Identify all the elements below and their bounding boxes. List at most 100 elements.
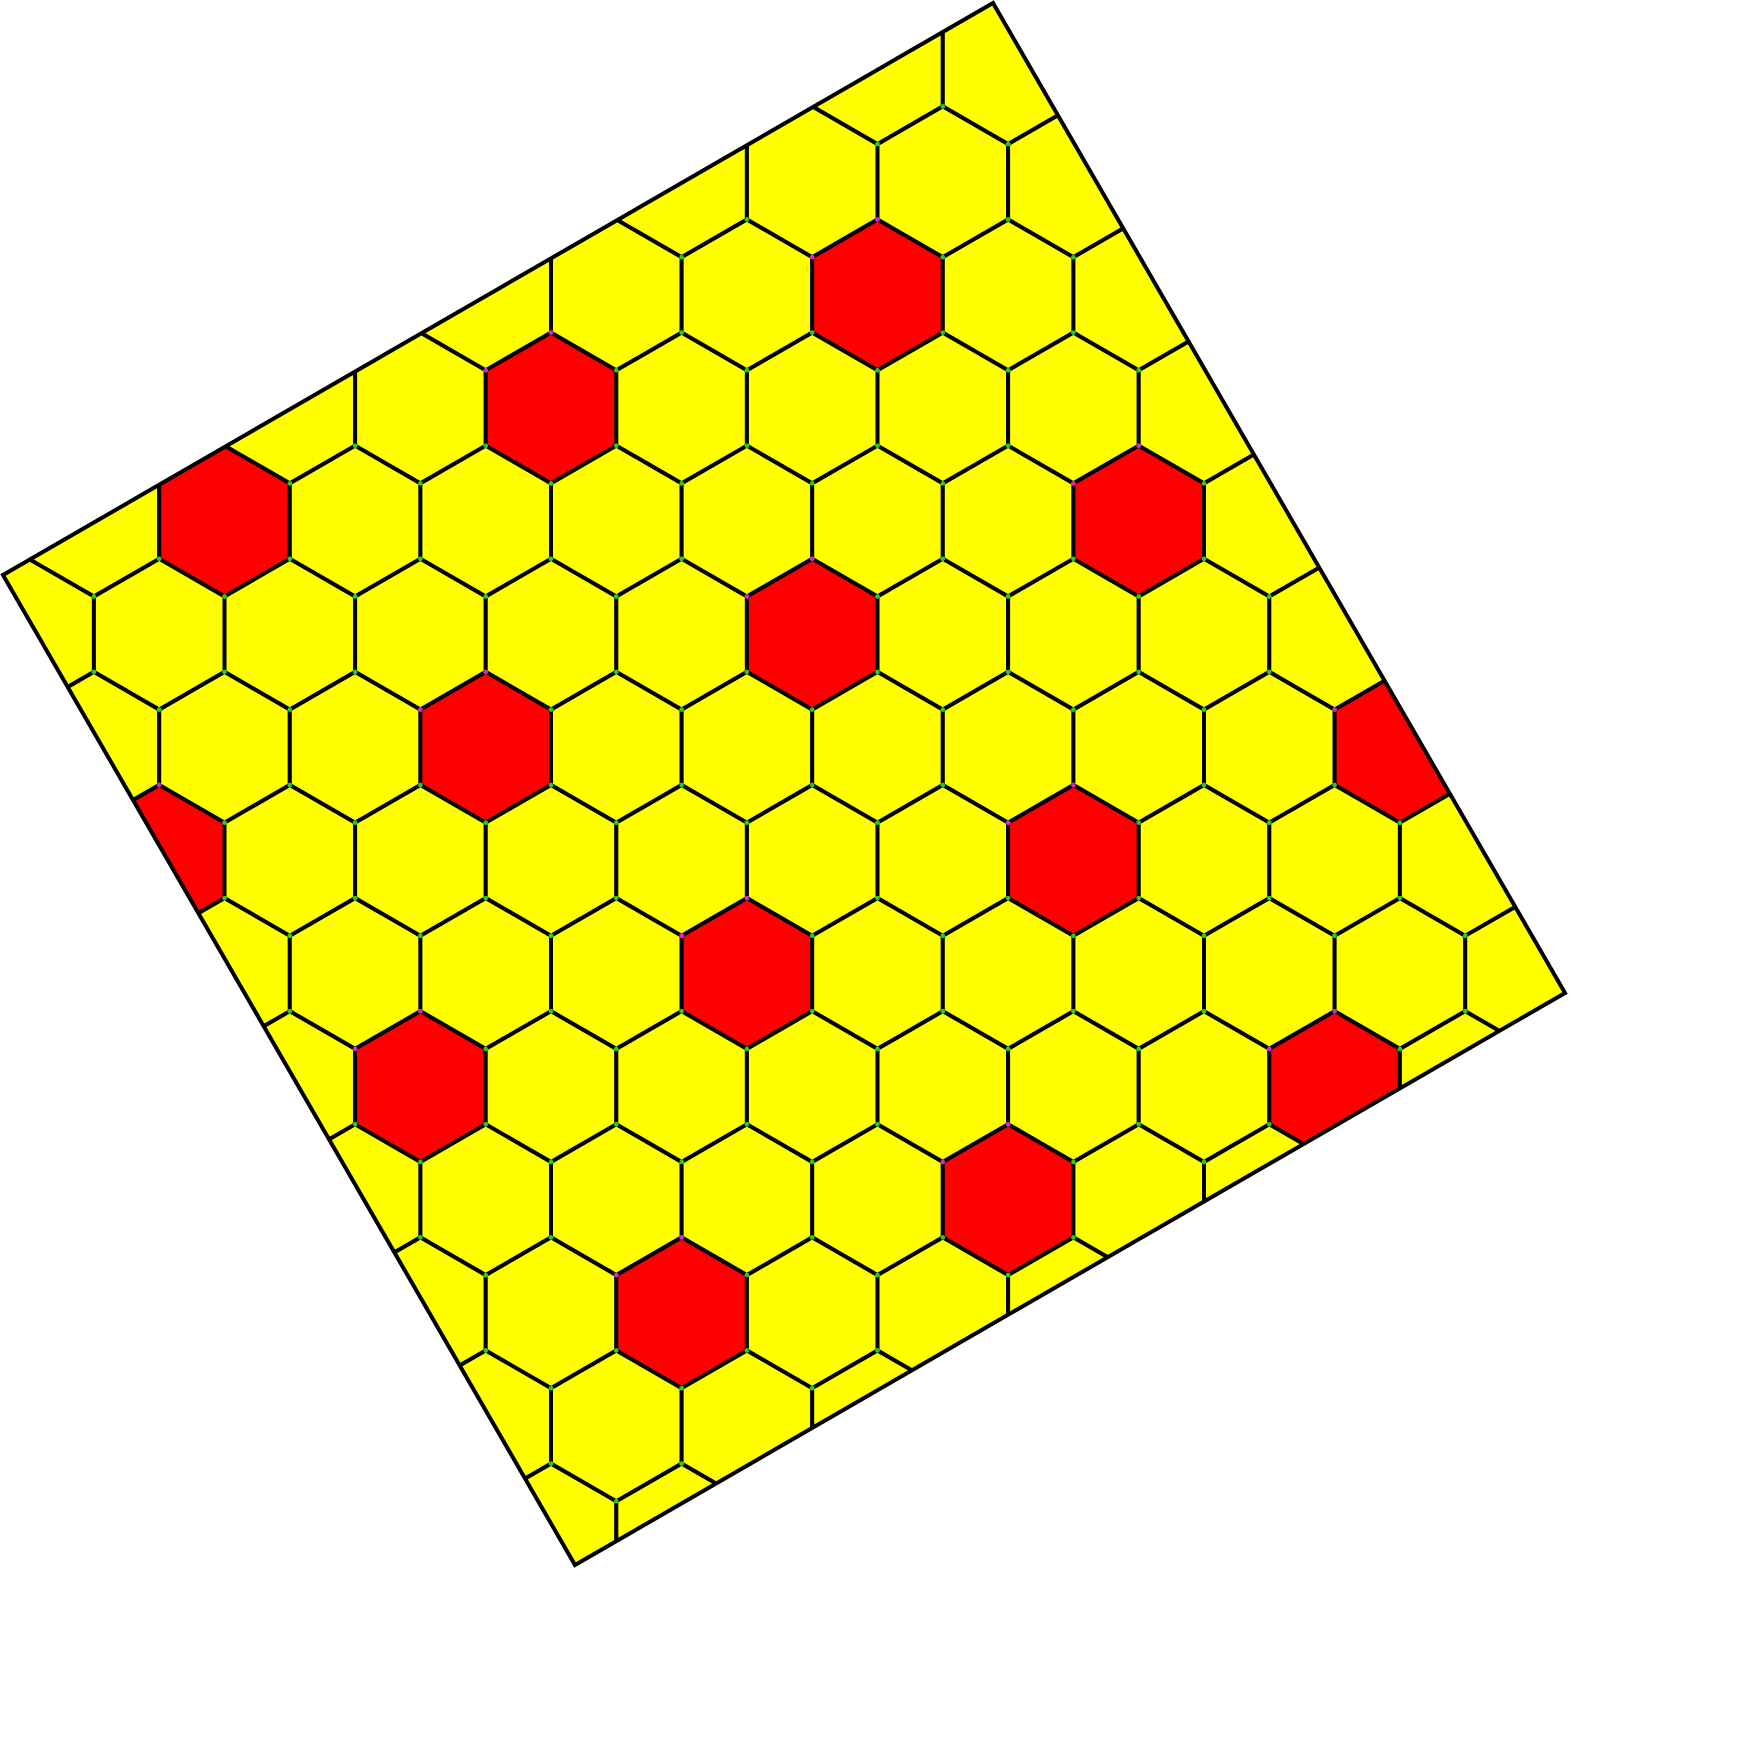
vertex-dot-green <box>26 330 31 335</box>
vertex-dot-green <box>1071 1159 1076 1165</box>
vertex-dot-green <box>157 28 162 34</box>
vertex-dot-green <box>1071 1612 1075 1616</box>
vertex-dot-green <box>679 1612 683 1616</box>
vertex-dot-green <box>1332 28 1337 34</box>
vertex-dot-green <box>222 141 227 147</box>
vertex-dot-green <box>157 1688 161 1692</box>
vertex-dot-green <box>941 1612 945 1616</box>
vertex-dot-green <box>548 1461 554 1466</box>
vertex-dot-green <box>1332 1612 1336 1616</box>
vertex-dot-green <box>1594 1235 1598 1239</box>
yellow-hexagon <box>1397 1461 1533 1565</box>
vertex-dot-green <box>1267 669 1272 675</box>
vertex-dot-green <box>1136 1348 1141 1353</box>
vertex-dot-green <box>1201 28 1207 34</box>
vertex-dot-green <box>352 1272 358 1278</box>
vertex-dot-green <box>1332 28 1337 34</box>
vertex-dot-green <box>1071 707 1076 712</box>
vertex-dot-green <box>1201 255 1207 260</box>
vertex-dot-green <box>418 1461 423 1466</box>
vertex-dot-green <box>91 1122 97 1127</box>
vertex-dot-green <box>287 481 292 486</box>
vertex-dot-green <box>91 1272 97 1278</box>
vertex-dot-green <box>1724 783 1728 787</box>
vertex-dot-green <box>744 217 750 222</box>
vertex-dot-green <box>26 255 31 260</box>
vertex-dot-green <box>810 707 815 712</box>
vertex-dot-green <box>745 1725 749 1729</box>
vertex-dot-green <box>810 1461 815 1466</box>
vertex-dot-green <box>1594 1612 1598 1616</box>
vertex-dot-green <box>1463 1159 1468 1165</box>
vertex-dot-green <box>287 330 292 335</box>
vertex-dot-green <box>1659 1047 1663 1051</box>
vertex-dot-green <box>1136 141 1141 147</box>
vertex-dot-green <box>1398 1575 1402 1579</box>
vertex-dot-green <box>157 1159 162 1165</box>
vertex-dot-green <box>1267 368 1272 373</box>
vertex-dot-green <box>1724 104 1728 108</box>
vertex-dot-green <box>1005 1348 1011 1353</box>
yellow-hexagon <box>1332 443 1468 599</box>
vertex-dot-green <box>352 217 358 222</box>
vertex-dot-green <box>1267 443 1272 448</box>
vertex-dot-green <box>1332 1612 1336 1616</box>
yellow-hexagon <box>1332 3 1468 147</box>
vertex-dot-green <box>1659 1575 1663 1579</box>
vertex-dot-green <box>744 443 750 448</box>
vertex-dot-green <box>352 1348 358 1353</box>
yellow-hexagon <box>3 1348 31 1504</box>
yellow-hexagon <box>1661 1690 1749 1749</box>
vertex-dot-green <box>548 1009 554 1014</box>
vertex-dot-green <box>1005 1499 1011 1504</box>
vertex-dot-green <box>1594 1386 1598 1390</box>
vertex-dot-green <box>1267 895 1272 901</box>
vertex-dot-green <box>26 1612 30 1616</box>
vertex-dot-green <box>287 1461 292 1466</box>
vertex-dot-green <box>157 28 162 34</box>
vertex-dot-green <box>1463 1461 1468 1466</box>
yellow-hexagon <box>1400 1690 1531 1749</box>
vertex-dot-green <box>1594 1160 1598 1164</box>
yellow-hexagon <box>1267 330 1402 486</box>
yellow-hexagon <box>420 1577 551 1728</box>
vertex-dot-green <box>1724 1461 1728 1465</box>
yellow-hexagon <box>1528 330 1565 486</box>
vertex-dot-green <box>1724 330 1728 334</box>
yellow-hexagon <box>3 3 31 147</box>
vertex-dot-green <box>1463 1009 1468 1014</box>
vertex-dot-green <box>875 1575 879 1579</box>
vertex-dot-green <box>352 141 358 147</box>
vertex-dot-green <box>1463 28 1468 34</box>
vertex-dot-green <box>1332 1461 1337 1466</box>
vertex-dot-green <box>1724 29 1728 33</box>
vertex-dot-green <box>1594 104 1598 108</box>
vertex-dot-green <box>1659 821 1663 825</box>
vertex-dot-green <box>1463 1386 1468 1391</box>
vertex-dot-green <box>91 1272 97 1278</box>
vertex-dot-green <box>549 1612 553 1616</box>
vertex-dot-green <box>940 1009 945 1014</box>
vertex-dot-green <box>548 104 554 109</box>
vertex-dot-green <box>287 556 292 561</box>
vertex-dot-green <box>1724 783 1728 787</box>
yellow-hexagon <box>222 104 358 260</box>
vertex-dot-green <box>352 443 358 448</box>
vertex-dot-green <box>1724 29 1728 33</box>
vertex-dot-green <box>26 255 31 260</box>
vertex-dot-green <box>1201 28 1207 34</box>
vertex-dot-green <box>484 1575 488 1579</box>
vertex-dot-green <box>1528 1122 1533 1127</box>
vertex-dot-green <box>222 1348 227 1353</box>
vertex-dot-magenta <box>744 895 750 901</box>
vertex-dot-green <box>91 1046 97 1052</box>
yellow-hexagon <box>1596 1124 1727 1275</box>
vertex-dot-green <box>1267 1122 1272 1127</box>
vertex-dot-green <box>1071 1461 1076 1466</box>
vertex-dot-green <box>1267 1272 1272 1278</box>
vertex-dot-green <box>614 1575 618 1579</box>
vertex-dot-green <box>1528 820 1533 825</box>
vertex-dot-green <box>91 217 97 222</box>
vertex-dot-green <box>352 1499 358 1504</box>
vertex-dot-green <box>1071 1688 1075 1692</box>
